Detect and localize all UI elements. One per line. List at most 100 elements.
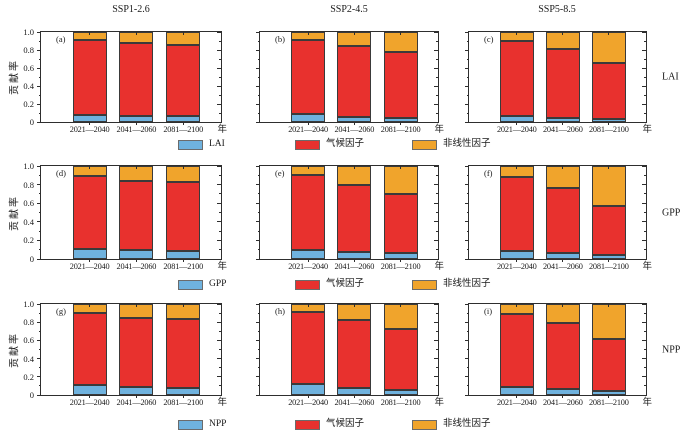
column-title-ssp5: SSP5-8.5 (538, 4, 576, 15)
x-tick-mark (400, 304, 402, 307)
chart-panel-b: (b) 2021—2040 2041—2060 2081—2100 年 (256, 31, 444, 135)
stacked-bar (499, 32, 534, 122)
bar-segment-variable (499, 250, 534, 259)
chart-row-lai: 贡献率 (a) 2021—2040 2041—2060 2081—2100 1.0 0.8… (0, 28, 700, 135)
y-tick-mark (256, 85, 260, 87)
y-tick-mark (643, 367, 646, 369)
stacked-bar (119, 166, 154, 259)
x-tick-mark (307, 259, 309, 262)
y-tick-mark (257, 212, 260, 213)
y-tick-mark (643, 58, 646, 60)
y-tick-mark (218, 312, 221, 314)
x-tick-label: 2041—2060 (116, 398, 157, 407)
y-tick-mark (435, 249, 438, 251)
y-tick-mark (642, 49, 646, 51)
x-tick-mark (307, 166, 309, 169)
legend-swatch-variable (178, 280, 203, 290)
x-tick-mark (608, 259, 610, 262)
y-tick-mark (466, 76, 469, 78)
x-tick-mark (89, 166, 91, 169)
y-tick-mark (37, 184, 41, 186)
bar-segment-climate (592, 206, 626, 256)
x-tick-mark (608, 304, 610, 307)
y-tick-mark (434, 49, 438, 51)
y-tick-mark (38, 193, 41, 195)
chart-panel-g: (g) 2021—2040 2041—2060 2081—2100 1.0 0.8 0.6 0… (23, 300, 227, 408)
x-tick-mark (135, 304, 137, 307)
bar-segment-climate (337, 184, 372, 252)
x-tick-mark (89, 259, 91, 262)
y-tick-mark (642, 165, 646, 167)
bar-segment-variable (383, 389, 418, 395)
y-tick-mark (217, 165, 221, 167)
y-tick-mark (38, 312, 41, 314)
x-tick-mark (516, 259, 518, 262)
legend-entry-variable: GPP (178, 280, 226, 290)
y-tick-mark (38, 58, 41, 60)
bar-segment-variable (72, 114, 107, 122)
y-tick-mark (642, 184, 646, 186)
x-tick-mark (307, 304, 309, 307)
panel-letter: (i) (484, 306, 493, 316)
y-tick-mark (466, 94, 469, 96)
bar-segment-climate (119, 317, 154, 387)
x-tick-mark (89, 122, 91, 125)
y-tick-mark (465, 202, 469, 204)
y-tick-mark (37, 103, 41, 105)
x-tick-mark (353, 32, 355, 35)
y-tick-mark (466, 312, 469, 314)
y-tick-mark (217, 358, 221, 360)
y-tick-mark (465, 85, 469, 87)
stacked-bar (291, 304, 325, 395)
bar-segment-climate (545, 49, 580, 118)
y-tick-mark (466, 330, 469, 332)
bar-segment-climate (337, 45, 372, 117)
y-tick-mark (38, 94, 41, 96)
x-axis-unit: 年 (642, 398, 652, 408)
y-tick-mark (256, 339, 260, 341)
y-tick-mark (465, 239, 469, 241)
x-tick-label: 2081—2100 (163, 398, 204, 407)
y-tick-mark (643, 94, 646, 96)
y-tick-label: 0.8 (23, 44, 34, 55)
y-tick-mark (218, 349, 221, 350)
x-tick-mark (182, 395, 184, 398)
x-tick-mark (562, 395, 564, 398)
y-tick-mark (643, 349, 646, 350)
y-tick-mark (256, 321, 260, 323)
x-tick-mark (400, 395, 402, 398)
x-tick-mark (182, 304, 184, 307)
row-label-gpp: GPP (662, 207, 681, 218)
bar-segment-climate (166, 44, 201, 116)
legend-swatch-variable (178, 140, 203, 150)
bar-segment-climate (592, 338, 626, 392)
y-tick-mark (257, 230, 260, 232)
x-tick-mark (89, 304, 91, 307)
stacked-bar (592, 304, 626, 395)
y-tick-mark (37, 303, 41, 305)
y-tick-mark (217, 258, 221, 260)
y-tick-mark (642, 85, 646, 87)
x-tick-mark (182, 259, 184, 262)
x-axis-unit: 年 (434, 262, 444, 272)
y-tick-mark (256, 376, 260, 378)
y-tick-mark (435, 312, 438, 314)
y-tick-label: 0.2 (23, 98, 34, 109)
bar-segment-variable (291, 113, 325, 122)
y-tick-mark (643, 312, 646, 314)
bar-segment-climate (545, 323, 580, 389)
y-tick-mark (434, 202, 438, 204)
bar-segment-nonlinear (383, 304, 418, 329)
y-tick-mark (643, 212, 646, 213)
y-tick-mark (466, 40, 469, 42)
y-tick-mark (434, 258, 438, 260)
y-tick-mark (218, 40, 221, 42)
x-tick-mark (562, 122, 564, 125)
bar-segment-climate (72, 313, 107, 385)
y-tick-mark (466, 249, 469, 251)
x-tick-mark (353, 166, 355, 169)
y-tick-mark (434, 303, 438, 305)
stacked-bar (72, 304, 107, 395)
y-tick-mark (465, 221, 469, 223)
y-tick-mark (37, 321, 41, 323)
